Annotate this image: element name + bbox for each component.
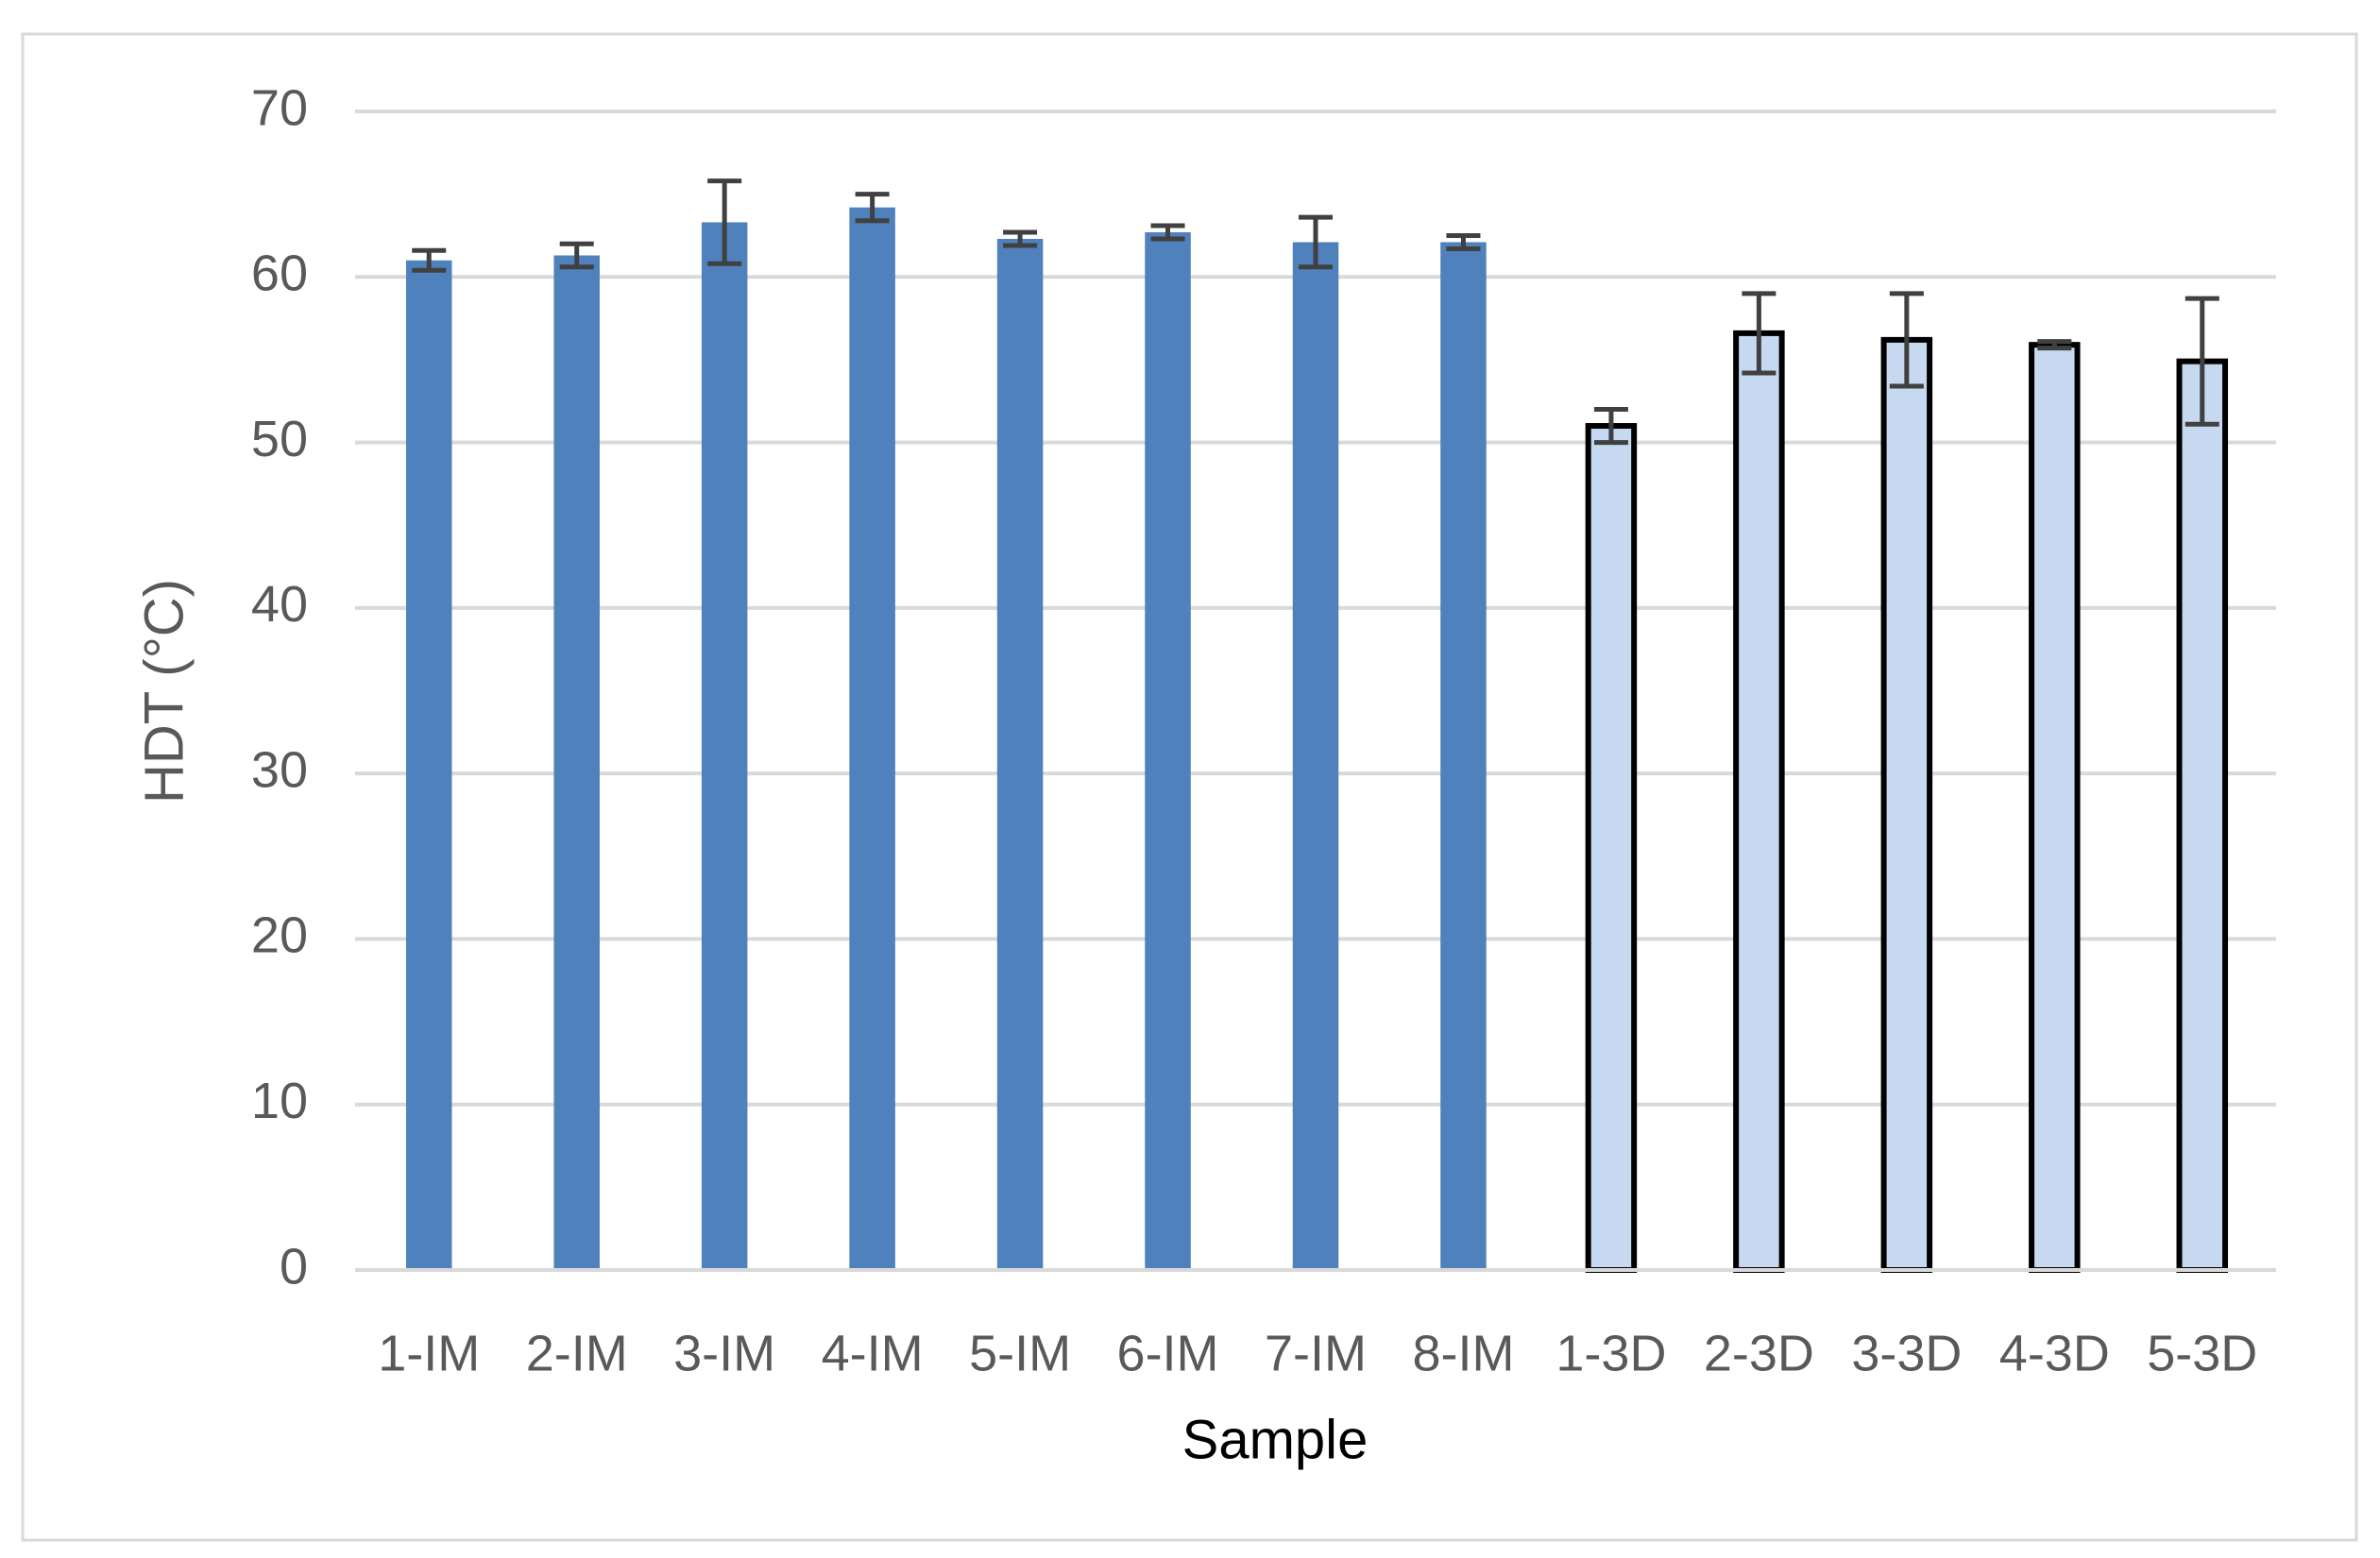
x-tick-label: 5-IM: [969, 1325, 1071, 1381]
error-bar: [855, 192, 890, 224]
y-tick-label: 10: [251, 1073, 308, 1129]
x-axis-title: Sample: [1182, 1409, 1368, 1470]
error-bar: [1593, 407, 1628, 446]
y-tick-label: 70: [251, 79, 308, 136]
error-bar: [2184, 296, 2219, 427]
bar: [553, 255, 600, 1271]
x-tick-label: 2-IM: [526, 1325, 628, 1381]
y-tick-label: 60: [251, 246, 308, 302]
y-tick-label: 30: [251, 741, 308, 798]
y-tick-label: 40: [251, 576, 308, 633]
bar: [2176, 358, 2229, 1273]
y-tick-label: 20: [251, 907, 308, 964]
x-tick-label: 1-IM: [378, 1325, 480, 1381]
bar: [1733, 330, 1785, 1273]
error-bar: [1150, 223, 1185, 242]
error-bar: [707, 178, 742, 266]
error-bar: [1742, 291, 1776, 376]
bar: [1880, 336, 1933, 1273]
x-tick-label: 4-3D: [1999, 1325, 2110, 1381]
x-tick-label: 1-3D: [1556, 1325, 1666, 1381]
bar: [701, 222, 748, 1271]
error-bar: [1299, 214, 1333, 270]
x-tick-label: 8-IM: [1412, 1325, 1514, 1381]
bar: [2029, 342, 2081, 1274]
x-tick-label: 7-IM: [1265, 1325, 1367, 1381]
error-bar: [2037, 339, 2072, 351]
bar: [1145, 231, 1191, 1270]
y-axis-title: HDT (°C): [133, 579, 195, 804]
bar: [1292, 242, 1339, 1270]
error-bar: [412, 247, 447, 273]
bar: [849, 207, 895, 1270]
bar: [1585, 423, 1638, 1273]
bar: [996, 238, 1044, 1271]
x-tick-label: 6-IM: [1117, 1325, 1219, 1381]
bar: [1440, 242, 1487, 1270]
error-bar: [1889, 291, 1924, 389]
y-tick-label: 0: [280, 1238, 308, 1295]
x-tick-label: 5-3D: [2147, 1325, 2257, 1381]
y-tick-label: 50: [251, 411, 308, 467]
x-tick-label: 4-IM: [822, 1325, 924, 1381]
x-tick-label: 3-3D: [1851, 1325, 1962, 1381]
bar: [405, 260, 452, 1271]
error-bar: [1446, 232, 1481, 251]
error-bar: [1003, 229, 1038, 248]
x-tick-label: 3-IM: [673, 1325, 775, 1381]
error-bar: [559, 241, 594, 270]
x-tick-label: 2-3D: [1704, 1325, 1814, 1381]
